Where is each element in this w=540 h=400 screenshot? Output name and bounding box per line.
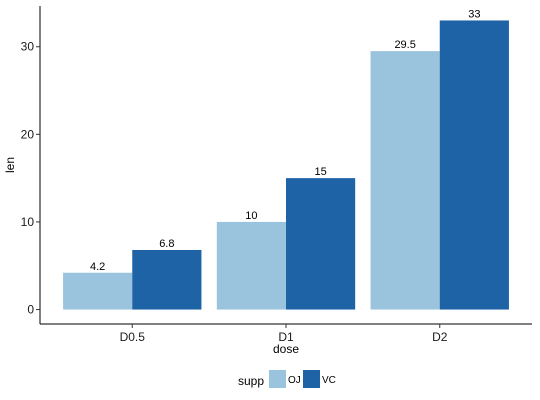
- y-axis-ticks: 0 10 20 30: [21, 40, 40, 317]
- y-axis-title: len: [3, 157, 17, 173]
- legend-key-vc: [303, 370, 320, 388]
- x-axis-title: dose: [273, 342, 299, 356]
- bar-vc-d0-5: [132, 249, 202, 310]
- data-label: 6.8: [159, 238, 174, 250]
- legend-title: supp: [238, 374, 264, 388]
- bars-layer: [63, 20, 509, 310]
- data-label: 33: [468, 8, 480, 20]
- legend: supp OJ VC: [238, 370, 336, 388]
- legend-label-vc: VC: [322, 375, 336, 386]
- y-tick-label: 0: [27, 303, 34, 317]
- y-tick-label: 20: [21, 127, 35, 141]
- x-tick-label: D0.5: [120, 330, 146, 344]
- data-label: 15: [314, 166, 326, 178]
- legend-label-oj: OJ: [288, 375, 301, 386]
- data-label: 29.5: [394, 39, 415, 51]
- data-label: 4.2: [90, 261, 105, 273]
- data-labels-layer: 4.2 10 29.5 6.8 15 33: [90, 8, 480, 272]
- bar-vc-d2: [439, 20, 509, 310]
- bar-oj-d2: [370, 51, 440, 310]
- data-label: 10: [245, 210, 257, 222]
- bar-oj-d0-5: [63, 272, 133, 310]
- x-tick-label: D1: [278, 330, 294, 344]
- y-tick-label: 30: [21, 40, 35, 54]
- legend-key-oj: [269, 370, 286, 388]
- x-tick-label: D2: [432, 330, 448, 344]
- y-tick-label: 10: [21, 215, 35, 229]
- x-axis-ticks: D0.5 D1 D2: [120, 324, 448, 344]
- bar-vc-d1: [286, 178, 356, 310]
- bar-oj-d1: [216, 221, 286, 310]
